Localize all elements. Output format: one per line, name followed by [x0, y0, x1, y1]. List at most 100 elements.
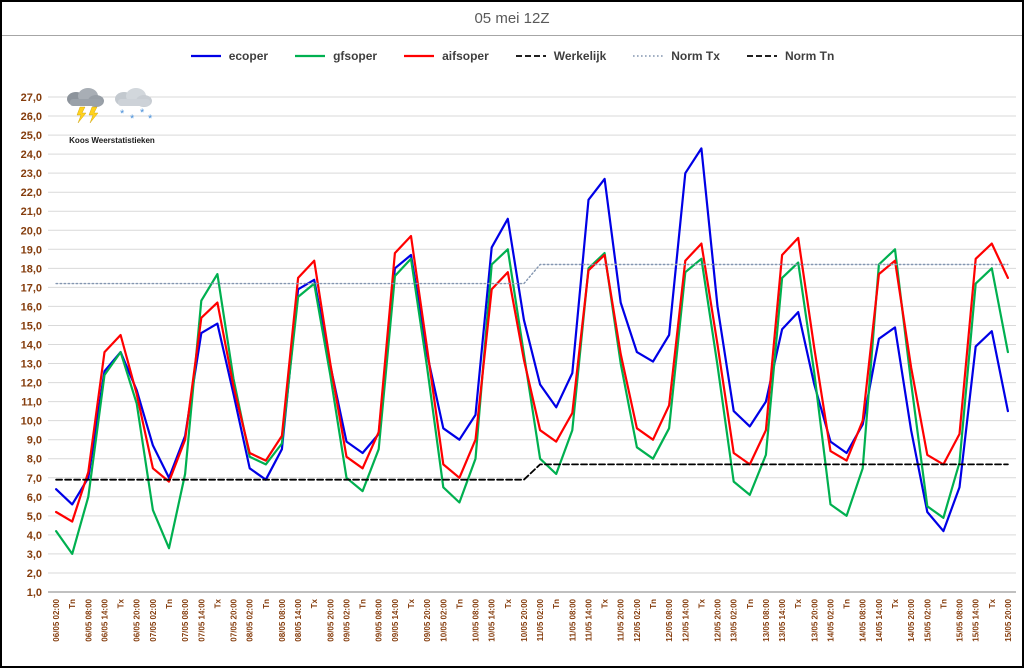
- x-tick-label: Tx: [794, 598, 803, 608]
- y-tick-label: 4,0: [27, 530, 42, 542]
- x-tick-label: Tx: [117, 598, 126, 608]
- x-tick-label: Tx: [891, 598, 900, 608]
- svg-text:*: *: [130, 113, 135, 125]
- y-tick-label: 5,0: [27, 511, 42, 523]
- logo: * * * * Koos Weerstatistieken: [58, 84, 166, 145]
- chart-plot-area: 27,0 26,0 25,0 24,0 23,0 22,0 21,0 20,0 19,0 18,0…: [21, 92, 1016, 642]
- svg-text:*: *: [120, 108, 125, 120]
- y-tick-label: 6,0: [27, 492, 42, 504]
- series-line-ecoper: [54, 147, 1010, 533]
- x-tick-label: 10/05 20:00: [520, 598, 529, 641]
- title-bar: 05 mei 12Z: [2, 2, 1022, 36]
- legend-item-label: Werkelijk: [553, 49, 607, 63]
- legend-line-sample-aifsoper: [404, 54, 435, 58]
- x-tick-label: 10/05 02:00: [439, 598, 448, 641]
- y-tick-label: 1,0: [27, 587, 42, 599]
- x-tick-label: 13/05 14:00: [778, 598, 787, 641]
- legend-item-label: Norm Tn: [784, 49, 835, 63]
- svg-text:*: *: [148, 113, 153, 125]
- x-tick-label: Tn: [552, 599, 561, 609]
- x-tick-label: 09/05 14:00: [391, 598, 400, 641]
- legend-line-sample-norm-tn: [746, 55, 777, 57]
- x-tick-label: 15/05 14:00: [972, 598, 981, 641]
- y-tick-label: 21,0: [21, 206, 42, 218]
- x-tick-label: 07/05 14:00: [197, 598, 206, 641]
- legend-item-gfsoper: gfsoper: [294, 49, 377, 63]
- logo-caption: Koos Weerstatistieken: [69, 136, 155, 145]
- y-tick-label: 11,0: [21, 397, 42, 409]
- y-tick-label: 7,0: [27, 473, 42, 485]
- x-tick-label: 08/05 14:00: [294, 598, 303, 641]
- x-tick-label: 06/05 02:00: [52, 598, 61, 641]
- y-tick-label: 25,0: [21, 130, 42, 142]
- x-tick-label: Tx: [310, 598, 319, 608]
- chart-title: 05 mei 12Z: [474, 10, 550, 27]
- series-line-norm-tx: [55, 263, 1009, 285]
- legend-item-norm-tn: Norm Tn: [746, 49, 834, 63]
- x-tick-label: 07/05 08:00: [181, 598, 190, 641]
- x-tick-label: 08/05 08:00: [278, 598, 287, 641]
- y-tick-label: 2,0: [27, 568, 42, 580]
- y-tick-label: 16,0: [21, 301, 42, 313]
- x-tick-label: Tx: [988, 598, 997, 608]
- y-tick-label: 15,0: [21, 320, 42, 332]
- x-tick-label: Tn: [68, 599, 77, 609]
- x-tick-label: 15/05 20:00: [1004, 598, 1013, 641]
- x-tick-label: 11/05 08:00: [568, 598, 577, 641]
- svg-text:*: *: [140, 107, 145, 119]
- x-tick-label: 15/05 02:00: [923, 598, 932, 641]
- snow-cloud-icon: * * * *: [115, 88, 153, 125]
- x-tick-label: 14/05 08:00: [859, 598, 868, 641]
- x-tick-label: 14/05 20:00: [907, 598, 916, 641]
- legend-line-sample-norm-tx: [633, 55, 664, 57]
- y-tick-label: 19,0: [21, 244, 42, 256]
- x-tick-label: 12/05 14:00: [681, 598, 690, 641]
- legend-item-label: aifsoper: [442, 49, 489, 63]
- series-line-norm-tn: [55, 463, 1009, 481]
- series-line-aifsoper: [54, 234, 1010, 523]
- legend-line-sample-gfsoper: [295, 54, 326, 58]
- y-tick-label: 14,0: [21, 340, 42, 352]
- x-tick-label: 07/05 20:00: [230, 598, 239, 641]
- x-tick-label: 14/05 02:00: [826, 598, 835, 641]
- y-tick-label: 18,0: [21, 263, 42, 275]
- x-tick-label: Tx: [504, 598, 513, 608]
- x-tick-label: 12/05 08:00: [665, 598, 674, 641]
- x-tick-label: 06/05 08:00: [84, 598, 93, 641]
- legend-item-label: gfsoper: [333, 49, 378, 63]
- x-tick-label: 07/05 02:00: [149, 598, 158, 641]
- legend-item-label: ecoper: [228, 49, 269, 63]
- logo-weather-icons: * * * *: [67, 88, 153, 125]
- x-tick-label: 11/05 20:00: [617, 598, 626, 641]
- x-tick-label: 09/05 08:00: [375, 598, 384, 641]
- x-tick-label: Tn: [843, 599, 852, 609]
- x-tick-label: Tn: [939, 599, 948, 609]
- legend-item-aifsoper: aifsoper: [403, 49, 489, 63]
- x-tick-label: Tn: [165, 599, 174, 609]
- y-tick-label: 23,0: [21, 168, 42, 180]
- x-tick-label: 11/05 02:00: [536, 598, 545, 641]
- x-tick-label: 13/05 20:00: [810, 598, 819, 641]
- legend-item-norm-tx: Norm Tx: [632, 49, 720, 63]
- x-tick-label: 10/05 14:00: [488, 598, 497, 641]
- x-tick-label: 08/05 02:00: [246, 598, 255, 641]
- y-tick-label: 17,0: [21, 282, 42, 294]
- x-tick-label: 15/05 08:00: [956, 598, 965, 641]
- x-tick-label: 08/05 20:00: [326, 598, 335, 641]
- x-tick-label: 06/05 20:00: [133, 598, 142, 641]
- x-tick-label: Tn: [649, 599, 658, 609]
- x-tick-label: 10/05 08:00: [472, 598, 481, 641]
- legend-line-sample-ecoper: [190, 54, 221, 58]
- y-tick-label: 22,0: [21, 187, 42, 199]
- x-tick-label: 14/05 14:00: [875, 598, 884, 641]
- y-tick-label: 26,0: [21, 111, 42, 123]
- x-tick-label: Tx: [213, 598, 222, 608]
- y-tick-label: 12,0: [21, 378, 42, 390]
- x-tick-label: 13/05 08:00: [762, 598, 771, 641]
- y-tick-label: 8,0: [27, 454, 42, 466]
- x-tick-label: 12/05 02:00: [633, 598, 642, 641]
- y-tick-label: 20,0: [21, 225, 42, 237]
- thunderstorm-icon: [67, 88, 104, 124]
- x-tick-label: Tx: [407, 598, 416, 608]
